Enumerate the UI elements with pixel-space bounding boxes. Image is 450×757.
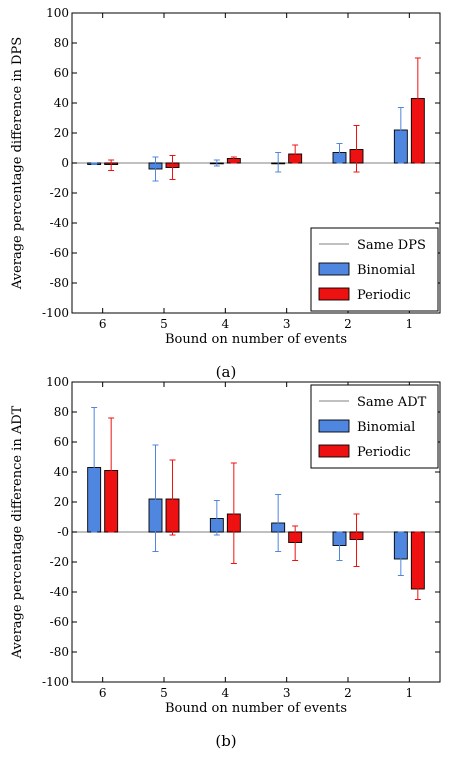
legend-swatch-binomial bbox=[318, 262, 350, 276]
y-tick-label: 60 bbox=[54, 66, 69, 80]
legend-label-binomial: Binomial bbox=[357, 420, 415, 435]
caption: (a) bbox=[216, 363, 237, 381]
x-tick-label: 5 bbox=[160, 686, 168, 700]
x-tick-label: 3 bbox=[283, 317, 291, 331]
y-tick-label: -40 bbox=[50, 216, 69, 230]
x-tick-label: 6 bbox=[99, 317, 107, 331]
legend-label-periodic: Periodic bbox=[357, 288, 411, 303]
legend-label-reference: Same ADT bbox=[357, 395, 427, 410]
legend-swatch-periodic bbox=[318, 287, 350, 301]
y-tick-label: 20 bbox=[54, 495, 69, 509]
y-tick-label: -0 bbox=[57, 525, 69, 539]
legend-label-periodic: Periodic bbox=[357, 445, 411, 460]
x-tick-label: 1 bbox=[406, 317, 414, 331]
y-tick-label: -40 bbox=[50, 585, 69, 599]
y-tick-label: 80 bbox=[54, 36, 69, 50]
y-tick-label: -20 bbox=[50, 555, 69, 569]
y-tick-label: -100 bbox=[42, 306, 69, 320]
legend: Same DPS Binomial Periodic bbox=[310, 227, 439, 312]
legend-label-reference: Same DPS bbox=[357, 238, 426, 253]
x-tick-label: 4 bbox=[222, 317, 230, 331]
x-tick-label: 6 bbox=[99, 686, 107, 700]
x-tick-label: 3 bbox=[283, 686, 291, 700]
y-tick-label: 100 bbox=[46, 375, 69, 389]
chart-a: 100 80 60 40 20 0 -20 -40 -60 -80 -100 6 5 4 3 2 1 Bound … bbox=[10, 6, 441, 381]
y-axis-label: Average percentage difference in ADT bbox=[10, 405, 25, 659]
chart-b: 100 80 60 40 20 -0 -20 -40 -60 -80 -100 6 5 4 3 2 1 Bound… bbox=[10, 375, 441, 750]
legend: Same ADT Binomial Periodic bbox=[310, 384, 439, 469]
x-tick-label: 4 bbox=[222, 686, 230, 700]
y-tick-label: 60 bbox=[54, 435, 69, 449]
y-tick-label: 0 bbox=[61, 156, 69, 170]
y-tick-label: -80 bbox=[50, 645, 69, 659]
y-tick-label: 40 bbox=[54, 465, 69, 479]
legend-swatch-binomial bbox=[318, 419, 350, 433]
y-tick-label: -60 bbox=[50, 615, 69, 629]
y-tick-label: -100 bbox=[42, 675, 69, 689]
y-tick-label: -20 bbox=[50, 186, 69, 200]
x-tick-label: 1 bbox=[406, 686, 414, 700]
legend-label-binomial: Binomial bbox=[357, 263, 415, 278]
y-axis-label: Average percentage difference in DPS bbox=[10, 37, 25, 290]
y-tick-label: -80 bbox=[50, 276, 69, 290]
legend-swatch-periodic bbox=[318, 444, 350, 458]
x-axis-label: Bound on number of events bbox=[165, 332, 347, 347]
y-tick-label: 80 bbox=[54, 405, 69, 419]
y-tick-label: -60 bbox=[50, 246, 69, 260]
y-tick-label: 100 bbox=[46, 6, 69, 20]
x-axis-label: Bound on number of events bbox=[165, 701, 347, 716]
x-tick-label: 2 bbox=[344, 686, 352, 700]
y-tick-label: 20 bbox=[54, 126, 69, 140]
y-tick-label: 40 bbox=[54, 96, 69, 110]
caption: (b) bbox=[215, 732, 236, 750]
x-tick-label: 5 bbox=[160, 317, 168, 331]
x-tick-label: 2 bbox=[344, 317, 352, 331]
